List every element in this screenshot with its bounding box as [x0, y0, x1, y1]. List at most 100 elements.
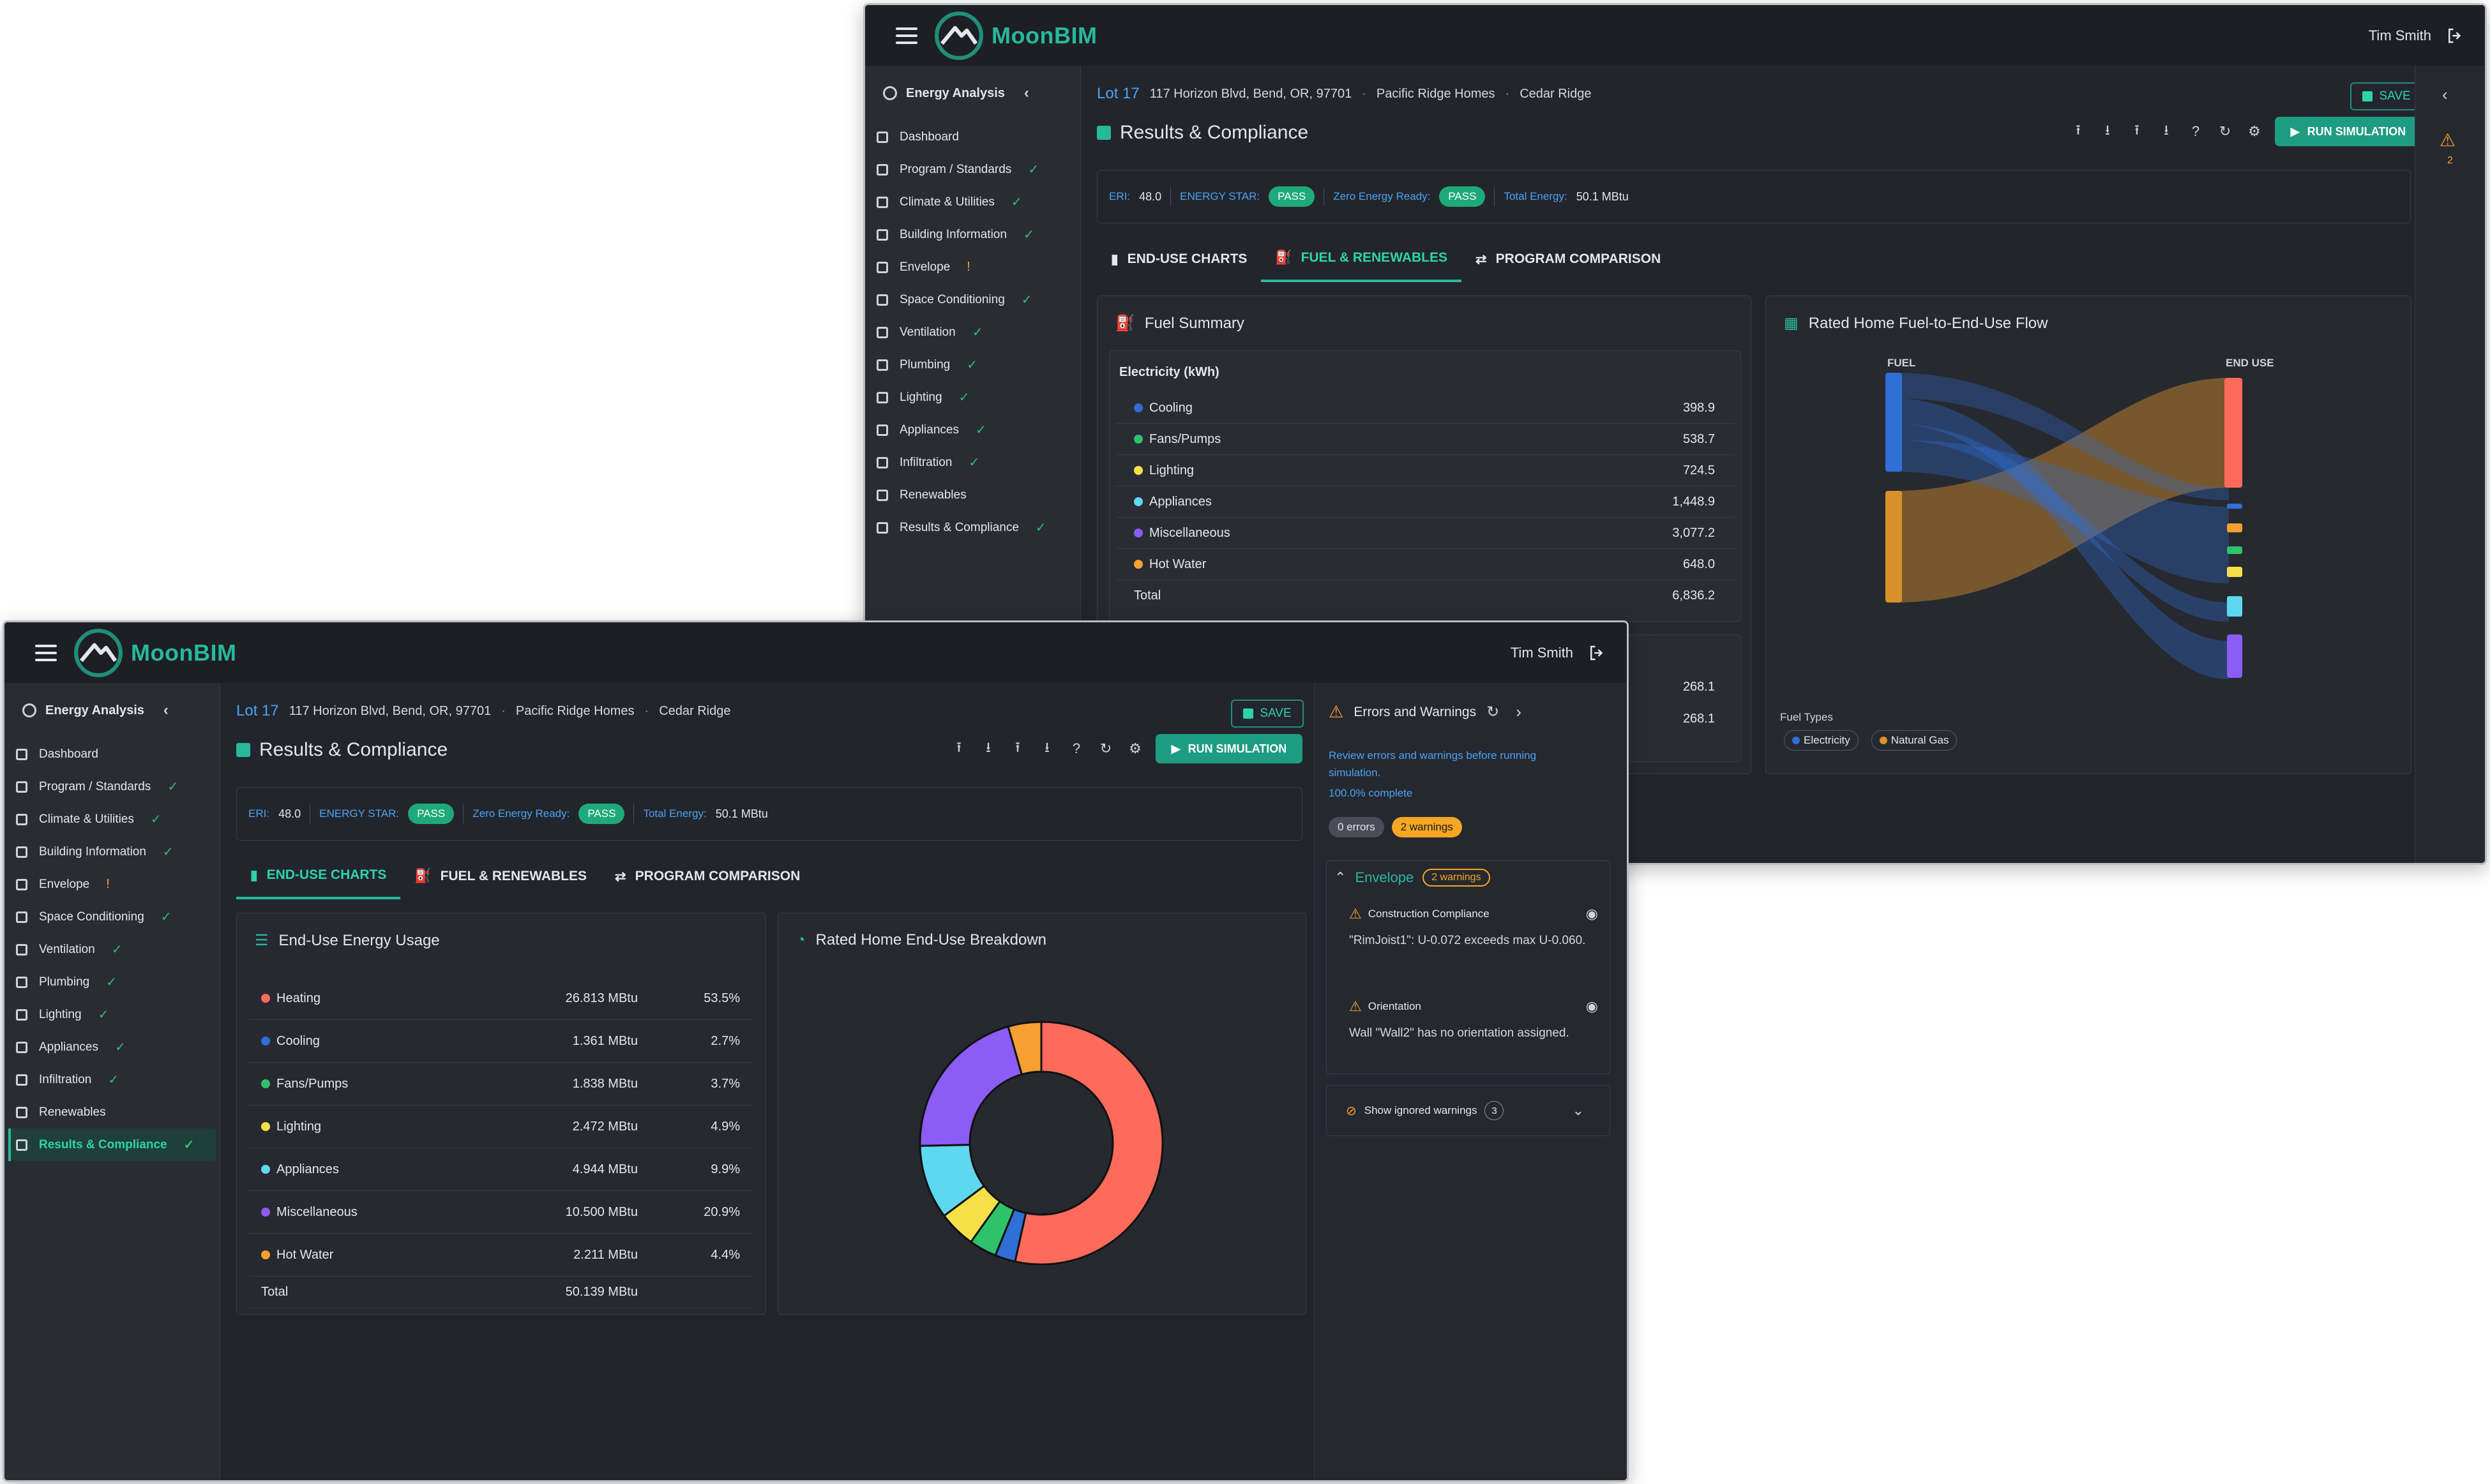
sidebar-item-results-compliance[interactable]: Results & Compliance ✓	[865, 511, 1080, 544]
sidebar-item-dashboard[interactable]: Dashboard	[865, 121, 1080, 153]
legend-natural-gas[interactable]: Natural Gas	[1871, 730, 1958, 751]
tab-program-comparison[interactable]: ⇄ PROGRAM COMPARISON	[601, 853, 814, 899]
show-ignored-warnings[interactable]: ⊘ Show ignored warnings 3 ⌄	[1326, 1085, 1610, 1136]
sidebar-item-plumbing[interactable]: Plumbing ✓	[4, 966, 220, 998]
sidebar-item-plumbing[interactable]: Plumbing ✓	[865, 349, 1080, 381]
fuel-summary-title: Fuel Summary	[1144, 314, 1244, 332]
warning-message: Wall "Wall2" has no orientation assigned…	[1349, 1026, 1569, 1040]
tab-end-use-charts[interactable]: ▮ END-USE CHARTS	[1097, 236, 1261, 282]
refresh-icon[interactable]: ↻	[1486, 703, 1500, 721]
error-count-badge[interactable]: 0 errors	[1329, 817, 1384, 837]
breadcrumb-lot[interactable]: Lot 17	[1097, 85, 1140, 102]
tab-program-comparison[interactable]: ⇄ PROGRAM COMPARISON	[1461, 236, 1675, 282]
menu-icon[interactable]	[896, 27, 917, 44]
sidebar-item-envelope[interactable]: Envelope!	[865, 251, 1080, 283]
collapse-chevron-icon[interactable]: ‹	[1023, 84, 1029, 101]
sidebar-item-program-standards[interactable]: Program / Standards ✓	[4, 770, 220, 803]
fuel-node-electricity	[1885, 373, 1902, 472]
row-value: 1.361 MBtu	[572, 1033, 638, 1048]
help-icon[interactable]: ?	[2191, 123, 2200, 139]
sidebar-item-renewables[interactable]: Renewables	[4, 1096, 220, 1128]
sidebar-item-renewables[interactable]: Renewables	[865, 479, 1080, 511]
run-simulation-button[interactable]: ▶ RUN SIMULATION	[2275, 117, 2422, 146]
upload-icon[interactable]: ⭱	[1015, 739, 1020, 755]
sidebar-item-building-information[interactable]: Building Information ✓	[865, 218, 1080, 251]
legend-electricity[interactable]: Electricity	[1784, 730, 1859, 751]
donut-slice-heating[interactable]	[1014, 1021, 1164, 1266]
envelope-group-header[interactable]: ⌃ Envelope 2 warnings	[1334, 869, 1490, 887]
row-label: Cooling	[276, 1033, 320, 1048]
logout-icon[interactable]	[1587, 643, 1606, 663]
sidebar-item-lighting[interactable]: Lighting ✓	[4, 998, 220, 1031]
sidebar-nav: Dashboard Program / Standards ✓ Climate & U…	[865, 121, 1080, 544]
energy-star-label: ENERGY STAR:	[319, 807, 400, 820]
sidebar-item-building-information[interactable]: Building Information ✓	[4, 836, 220, 868]
download-icon[interactable]: ⭳	[1045, 739, 1050, 755]
breadcrumb-separator: ·	[1505, 86, 1510, 101]
donut-slice-miscellaneous[interactable]	[919, 1025, 1023, 1147]
chevron-right-icon[interactable]: ›	[1516, 702, 1521, 721]
sidebar-item-dashboard[interactable]: Dashboard	[4, 738, 220, 770]
sidebar-item-ventilation[interactable]: Ventilation ✓	[865, 316, 1080, 349]
eye-icon[interactable]: ◉	[1585, 906, 1598, 922]
chevron-up-icon[interactable]: ⌃	[1334, 869, 1347, 885]
sidebar-item-lighting[interactable]: Lighting ✓	[865, 381, 1080, 414]
sidebar-header: Energy Analysis ‹	[865, 66, 1080, 121]
sidebar-item-program-standards[interactable]: Program / Standards ✓	[865, 153, 1080, 186]
user-menu[interactable]: Tim Smith	[2369, 5, 2464, 66]
tab-fuel-renewables[interactable]: ⛽ FUEL & RENEWABLES	[1261, 236, 1462, 282]
status-check-icon: ✓	[1035, 521, 1046, 535]
sidebar-item-results-compliance[interactable]: Results & Compliance ✓	[8, 1128, 216, 1161]
upload-icon[interactable]: ⭱	[2134, 122, 2139, 138]
sidebar-item-appliances[interactable]: Appliances ✓	[4, 1031, 220, 1063]
chevron-down-icon[interactable]: ⌄	[1572, 1102, 1584, 1118]
sidebar-item-climate-utilities[interactable]: Climate & Utilities ✓	[865, 186, 1080, 218]
logout-icon[interactable]	[2445, 26, 2464, 45]
run-simulation-button[interactable]: ▶ RUN SIMULATION	[1156, 734, 1302, 763]
user-menu[interactable]: Tim Smith	[1511, 622, 1606, 683]
download-icon[interactable]: ⭳	[2105, 122, 2110, 138]
appliance-icon	[874, 422, 891, 438]
eye-icon[interactable]: ◉	[1585, 998, 1598, 1014]
upload-icon[interactable]: ⭱	[956, 739, 962, 755]
enduse-node-lighting	[2227, 567, 2242, 577]
sidebar-item-climate-utilities[interactable]: Climate & Utilities ✓	[4, 803, 220, 836]
sidebar-item-infiltration[interactable]: Infiltration ✓	[865, 446, 1080, 479]
fuel-axis-label: FUEL	[1887, 357, 1916, 369]
tab-end-use-charts[interactable]: ▮ END-USE CHARTS	[236, 853, 401, 899]
row-label-wrap: Hot Water	[261, 1248, 333, 1263]
sidebar-item-infiltration[interactable]: Infiltration ✓	[4, 1063, 220, 1096]
refresh-icon[interactable]: ↻	[1099, 740, 1112, 756]
sidebar-item-space-conditioning[interactable]: Space Conditioning ✓	[865, 283, 1080, 316]
breadcrumb-lot[interactable]: Lot 17	[236, 702, 279, 719]
sidebar-item-envelope[interactable]: Envelope!	[4, 868, 220, 901]
collapse-chevron-icon[interactable]: ‹	[163, 701, 169, 719]
save-button[interactable]: SAVE	[2350, 82, 2423, 110]
donut-slice-hot-water[interactable]	[1007, 1021, 1043, 1076]
warning-count-badge[interactable]: 2 warnings	[1391, 817, 1462, 837]
settings-icon[interactable]: ⚙	[2248, 123, 2261, 139]
tab-fuel-renewables[interactable]: ⛽ FUEL & RENEWABLES	[400, 853, 601, 899]
upload-icon[interactable]: ⭱	[2076, 122, 2081, 138]
sidebar-item-appliances[interactable]: Appliances ✓	[865, 414, 1080, 446]
sidebar-item-label: Plumbing	[900, 357, 951, 371]
settings-icon[interactable]: ⚙	[1129, 740, 1142, 756]
row-percent: 4.4%	[711, 1247, 740, 1262]
expand-chevron-icon[interactable]: ‹	[2442, 85, 2448, 104]
refresh-icon[interactable]: ↻	[2219, 123, 2231, 139]
warning-icon[interactable]: ⚠	[2440, 130, 2456, 150]
row-label: Hot Water	[276, 1247, 334, 1262]
fan-icon	[874, 324, 891, 341]
bar-chart-icon: ▮	[1111, 251, 1119, 267]
enduse-node-hotwater	[2227, 523, 2242, 532]
eri-value: 48.0	[278, 807, 301, 820]
warning-icon: ⚠	[1349, 998, 1362, 1014]
download-icon[interactable]: ⭳	[986, 739, 991, 755]
save-button[interactable]: SAVE	[1231, 700, 1304, 728]
download-icon[interactable]: ⭳	[2164, 122, 2169, 138]
energy-star-label: ENERGY STAR:	[1180, 190, 1260, 202]
sidebar-item-space-conditioning[interactable]: Space Conditioning ✓	[4, 901, 220, 933]
help-icon[interactable]: ?	[1072, 740, 1081, 756]
sidebar-item-ventilation[interactable]: Ventilation ✓	[4, 933, 220, 966]
menu-icon[interactable]	[35, 644, 57, 661]
